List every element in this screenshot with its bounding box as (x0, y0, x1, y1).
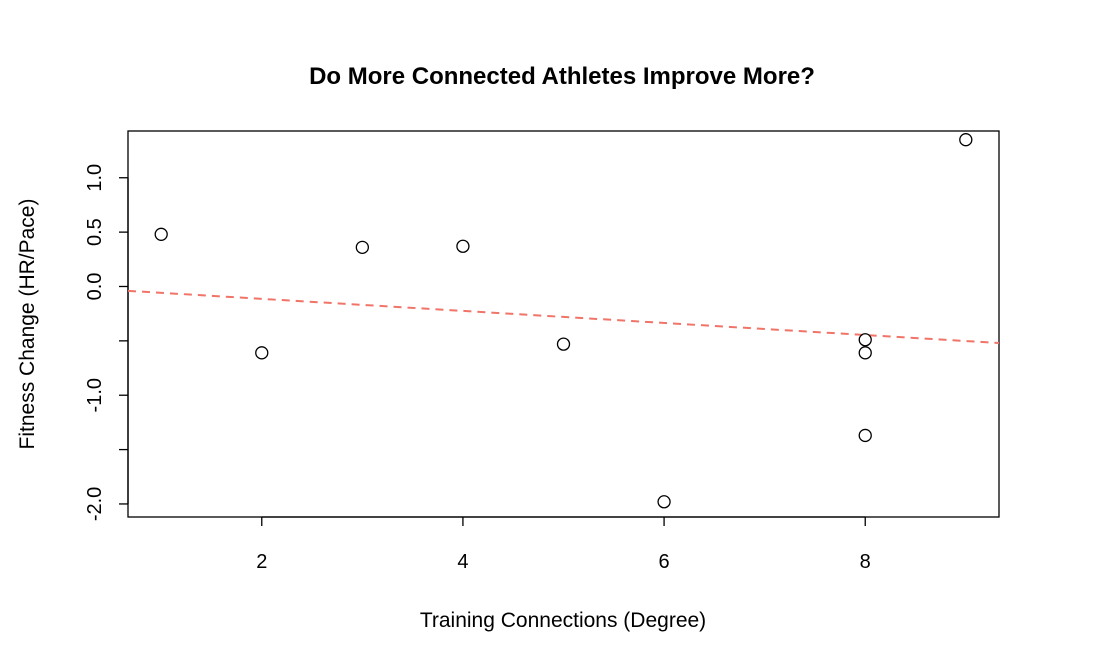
x-tick-label: 2 (256, 551, 267, 573)
scatter-point (154, 227, 168, 241)
scatter-point (355, 240, 369, 254)
scatter-point (858, 333, 872, 347)
x-tick-label: 4 (457, 551, 468, 573)
chart-title: Do More Connected Athletes Improve More? (309, 63, 815, 90)
y-tick-label: 0.0 (84, 273, 106, 301)
trendline-layer (127, 289, 1000, 345)
scatter-point (858, 428, 872, 443)
y-axis: -2.0 -1.0 0.0 0.5 1.0 (84, 164, 129, 521)
trendline (127, 289, 1000, 345)
plot-frame (127, 130, 1000, 518)
x-axis: 2 4 6 8 (256, 516, 871, 573)
scatter-point (556, 337, 571, 351)
y-tick-label: 0.5 (84, 218, 106, 246)
scatter-point (959, 133, 973, 147)
y-axis-label: Fitness Change (HR/Pace) (16, 199, 39, 450)
points-layer (154, 133, 973, 509)
x-tick-label: 6 (659, 551, 670, 573)
y-tick-label: -1.0 (84, 378, 106, 412)
y-tick-label: -2.0 (84, 487, 106, 521)
y-tick-label: 1.0 (84, 164, 106, 192)
x-tick-label: 8 (860, 551, 871, 573)
scatter-point (456, 239, 470, 253)
scatter-point (255, 346, 269, 360)
scatter-point (657, 495, 671, 509)
x-axis-label: Training Connections (Degree) (420, 609, 706, 632)
scatter-point (858, 346, 872, 360)
